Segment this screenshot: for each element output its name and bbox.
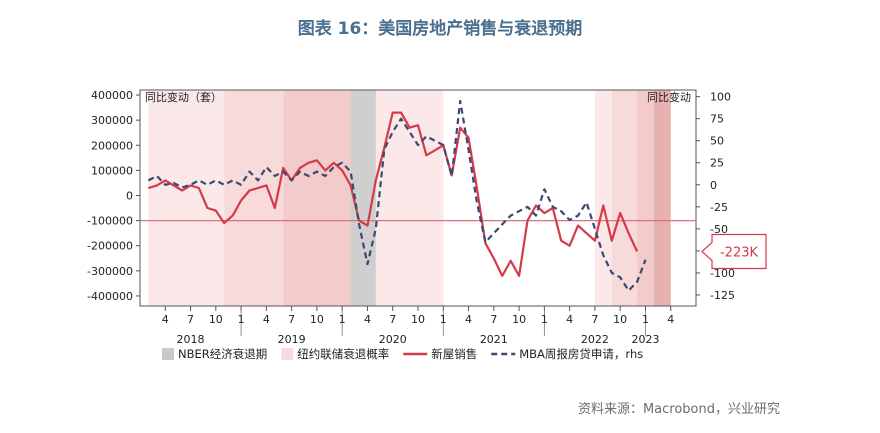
x-tick-label: 1 [440, 313, 447, 326]
x-year-label: 2019 [278, 333, 306, 346]
legend-swatch [281, 348, 294, 360]
callout-label: -223K [720, 245, 759, 260]
x-tick-label: 4 [566, 313, 573, 326]
left-tick-label: -400000 [87, 290, 133, 303]
series-lines [147, 99, 647, 292]
left-tick-label: -100000 [87, 215, 133, 228]
legend-swatch [162, 348, 174, 360]
x-tick-label: 4 [162, 313, 169, 326]
chart-axes [136, 89, 700, 336]
recession-probability-band [653, 90, 671, 306]
legend-label: 纽约联储衰退概率 [297, 347, 389, 361]
legend: NBER经济衰退期 纽约联储衰退概率 新屋销售 MBA周报房贷申请，rhs [162, 347, 643, 361]
x-tick-label: 7 [591, 313, 598, 326]
right-tick-label: -25 [710, 201, 728, 214]
x-tick-label: 7 [389, 313, 396, 326]
left-tick-label: 400000 [91, 89, 133, 102]
x-tick-label: 4 [667, 313, 674, 326]
recession-probability-band [375, 90, 444, 306]
x-tick-label: 7 [187, 313, 194, 326]
x-tick-label: 4 [364, 313, 371, 326]
right-tick-label: 0 [710, 179, 717, 192]
series-line-mba-applications [147, 99, 647, 292]
x-tick-label: 7 [288, 313, 295, 326]
x-tick-label: 10 [310, 313, 324, 326]
x-tick-label: 4 [465, 313, 472, 326]
x-tick-label: 10 [512, 313, 526, 326]
recession-probability-band [224, 90, 284, 306]
chart-title: 图表 16：美国房地产销售与衰退预期 [297, 19, 583, 39]
left-tick-label: 200000 [91, 139, 133, 152]
x-tick-label: 1 [339, 313, 346, 326]
x-year-label: 2022 [581, 333, 609, 346]
recession-bands [148, 90, 671, 306]
x-tick-label: 10 [411, 313, 425, 326]
right-tick-label: -125 [710, 289, 735, 302]
series-line-new-home-sales [148, 111, 639, 277]
recession-probability-band [611, 90, 638, 306]
right-tick-label: 75 [710, 113, 724, 126]
legend-label: 新屋销售 [431, 347, 477, 361]
x-tick-label: 1 [238, 313, 245, 326]
x-tick-label: 10 [209, 313, 223, 326]
x-tick-label: 1 [642, 313, 649, 326]
x-tick-label: 7 [490, 313, 497, 326]
right-tick-label: -50 [710, 223, 728, 236]
right-tick-label: 100 [710, 91, 731, 104]
legend-label: MBA周报房贷申请，rhs [519, 347, 643, 361]
x-tick-label: 1 [541, 313, 548, 326]
x-year-label: 2023 [631, 333, 659, 346]
recession-probability-band [283, 90, 351, 306]
tick-labels: 400000 300000 200000 100000 0 -100000 -200000 -… [87, 89, 735, 346]
source-note: 资料来源：Macrobond，兴业研究 [577, 402, 780, 417]
left-tick-label: -300000 [87, 265, 133, 278]
recession-probability-band [148, 90, 225, 306]
x-year-label: 2020 [379, 333, 407, 346]
right-tick-label: -100 [710, 267, 735, 280]
recession-probability-band [637, 90, 654, 306]
right-axis-label: 同比变动 [647, 90, 691, 104]
callout-box [701, 233, 767, 270]
left-tick-label: 300000 [91, 114, 133, 127]
left-tick-label: -200000 [87, 240, 133, 253]
x-year-label: 2021 [480, 333, 508, 346]
x-tick-label: 10 [613, 313, 627, 326]
left-tick-label: 0 [126, 189, 133, 202]
right-tick-label: 50 [710, 135, 724, 148]
recession-probability-band [594, 90, 612, 306]
x-year-label: 2018 [177, 333, 205, 346]
callout-group: -223K [701, 233, 767, 270]
left-tick-label: 100000 [91, 164, 133, 177]
right-tick-label: 25 [710, 157, 724, 170]
legend-label: NBER经济衰退期 [178, 347, 267, 361]
x-tick-label: 4 [263, 313, 270, 326]
left-axis-label: 同比变动（套） [145, 90, 222, 104]
